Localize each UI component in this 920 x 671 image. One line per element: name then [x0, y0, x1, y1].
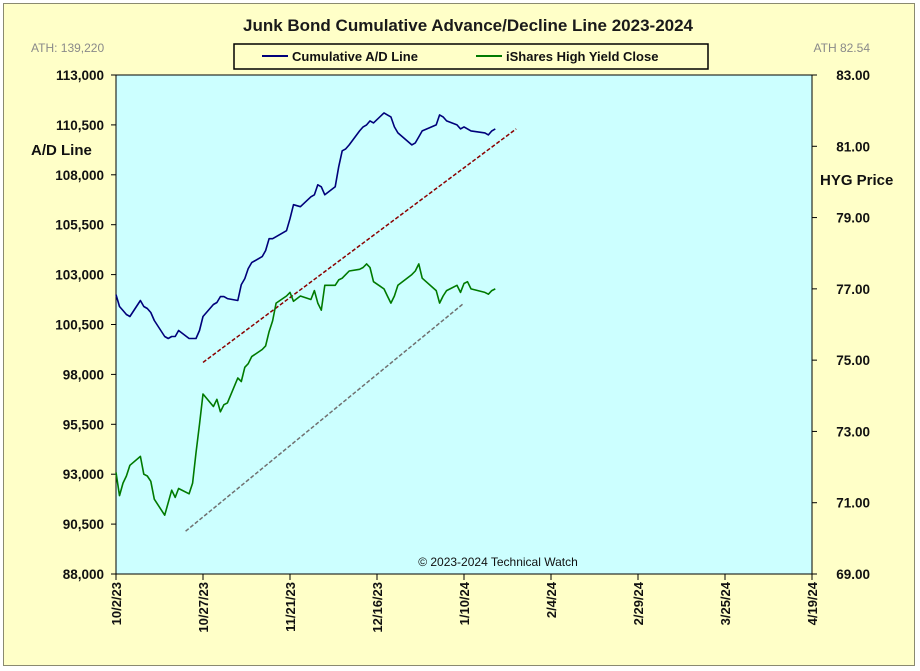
ath-right-label: ATH 82.54	[814, 41, 871, 55]
right-tick-label: 81.00	[836, 139, 870, 154]
right-tick-label: 83.00	[836, 68, 870, 83]
x-axis-ticks: 10/2/23 10/27/23 11/21/23 12/16/23 1/10/24 2/…	[109, 574, 820, 633]
left-tick-label: 93,000	[63, 467, 104, 482]
left-tick-label: 110,500	[56, 118, 104, 133]
right-tick-label: 69.00	[836, 567, 870, 582]
right-tick-label: 75.00	[836, 353, 870, 368]
left-tick-label: 95,500	[63, 417, 104, 432]
right-axis-label: HYG Price	[820, 172, 893, 189]
left-tick-label: 98,000	[63, 367, 104, 382]
series-line-ad	[115, 112, 496, 340]
legend: Cumulative A/D Line iShares High Yield C…	[233, 43, 709, 70]
trendline-layer	[185, 128, 517, 532]
x-tick-label: 10/2/23	[109, 582, 124, 625]
left-axis-ticks: 113,000 110,500 108,000 105,500 103,000 100,5…	[55, 68, 116, 582]
legend-box	[233, 43, 709, 70]
left-tick-label: 113,000	[56, 68, 104, 83]
left-tick-label: 100,500	[55, 318, 104, 333]
right-tick-label: 77.00	[836, 282, 870, 297]
plot-area	[115, 74, 813, 575]
series-layer	[115, 112, 496, 517]
right-tick-label: 79.00	[836, 211, 870, 226]
ad-trendline	[202, 128, 517, 364]
chart-title: Junk Bond Cumulative Advance/Decline Lin…	[243, 16, 694, 35]
copyright-label: © 2023-2024 Technical Watch	[418, 555, 578, 569]
left-tick-label: 105,500	[55, 218, 104, 233]
left-tick-label: 103,000	[55, 268, 104, 283]
x-tick-label: 1/10/24	[457, 581, 472, 625]
x-tick-label: 3/25/24	[718, 581, 733, 625]
left-tick-label: 90,500	[63, 517, 104, 532]
x-tick-label: 2/29/24	[631, 581, 646, 625]
right-axis-ticks: 83.00 81.00 79.00 77.00 75.00 73.00 71.00 69.00	[812, 68, 870, 582]
x-tick-label: 4/19/24	[805, 581, 820, 625]
ath-left-label: ATH: 139,220	[31, 41, 104, 55]
left-tick-label: 108,000	[55, 168, 104, 183]
left-axis-label: A/D Line	[31, 142, 92, 159]
right-tick-label: 73.00	[836, 424, 870, 439]
x-tick-label: 11/21/23	[283, 582, 298, 632]
left-tick-label: 88,000	[63, 567, 104, 582]
x-tick-label: 10/27/23	[196, 582, 211, 633]
right-tick-label: 71.00	[836, 496, 870, 511]
legend-label-ad-line: Cumulative A/D Line	[292, 49, 418, 64]
legend-label-hyg: iShares High Yield Close	[506, 49, 658, 64]
x-tick-label: 2/4/24	[544, 581, 559, 618]
series-line-hyg	[115, 263, 496, 517]
x-tick-label: 12/16/23	[370, 582, 385, 633]
